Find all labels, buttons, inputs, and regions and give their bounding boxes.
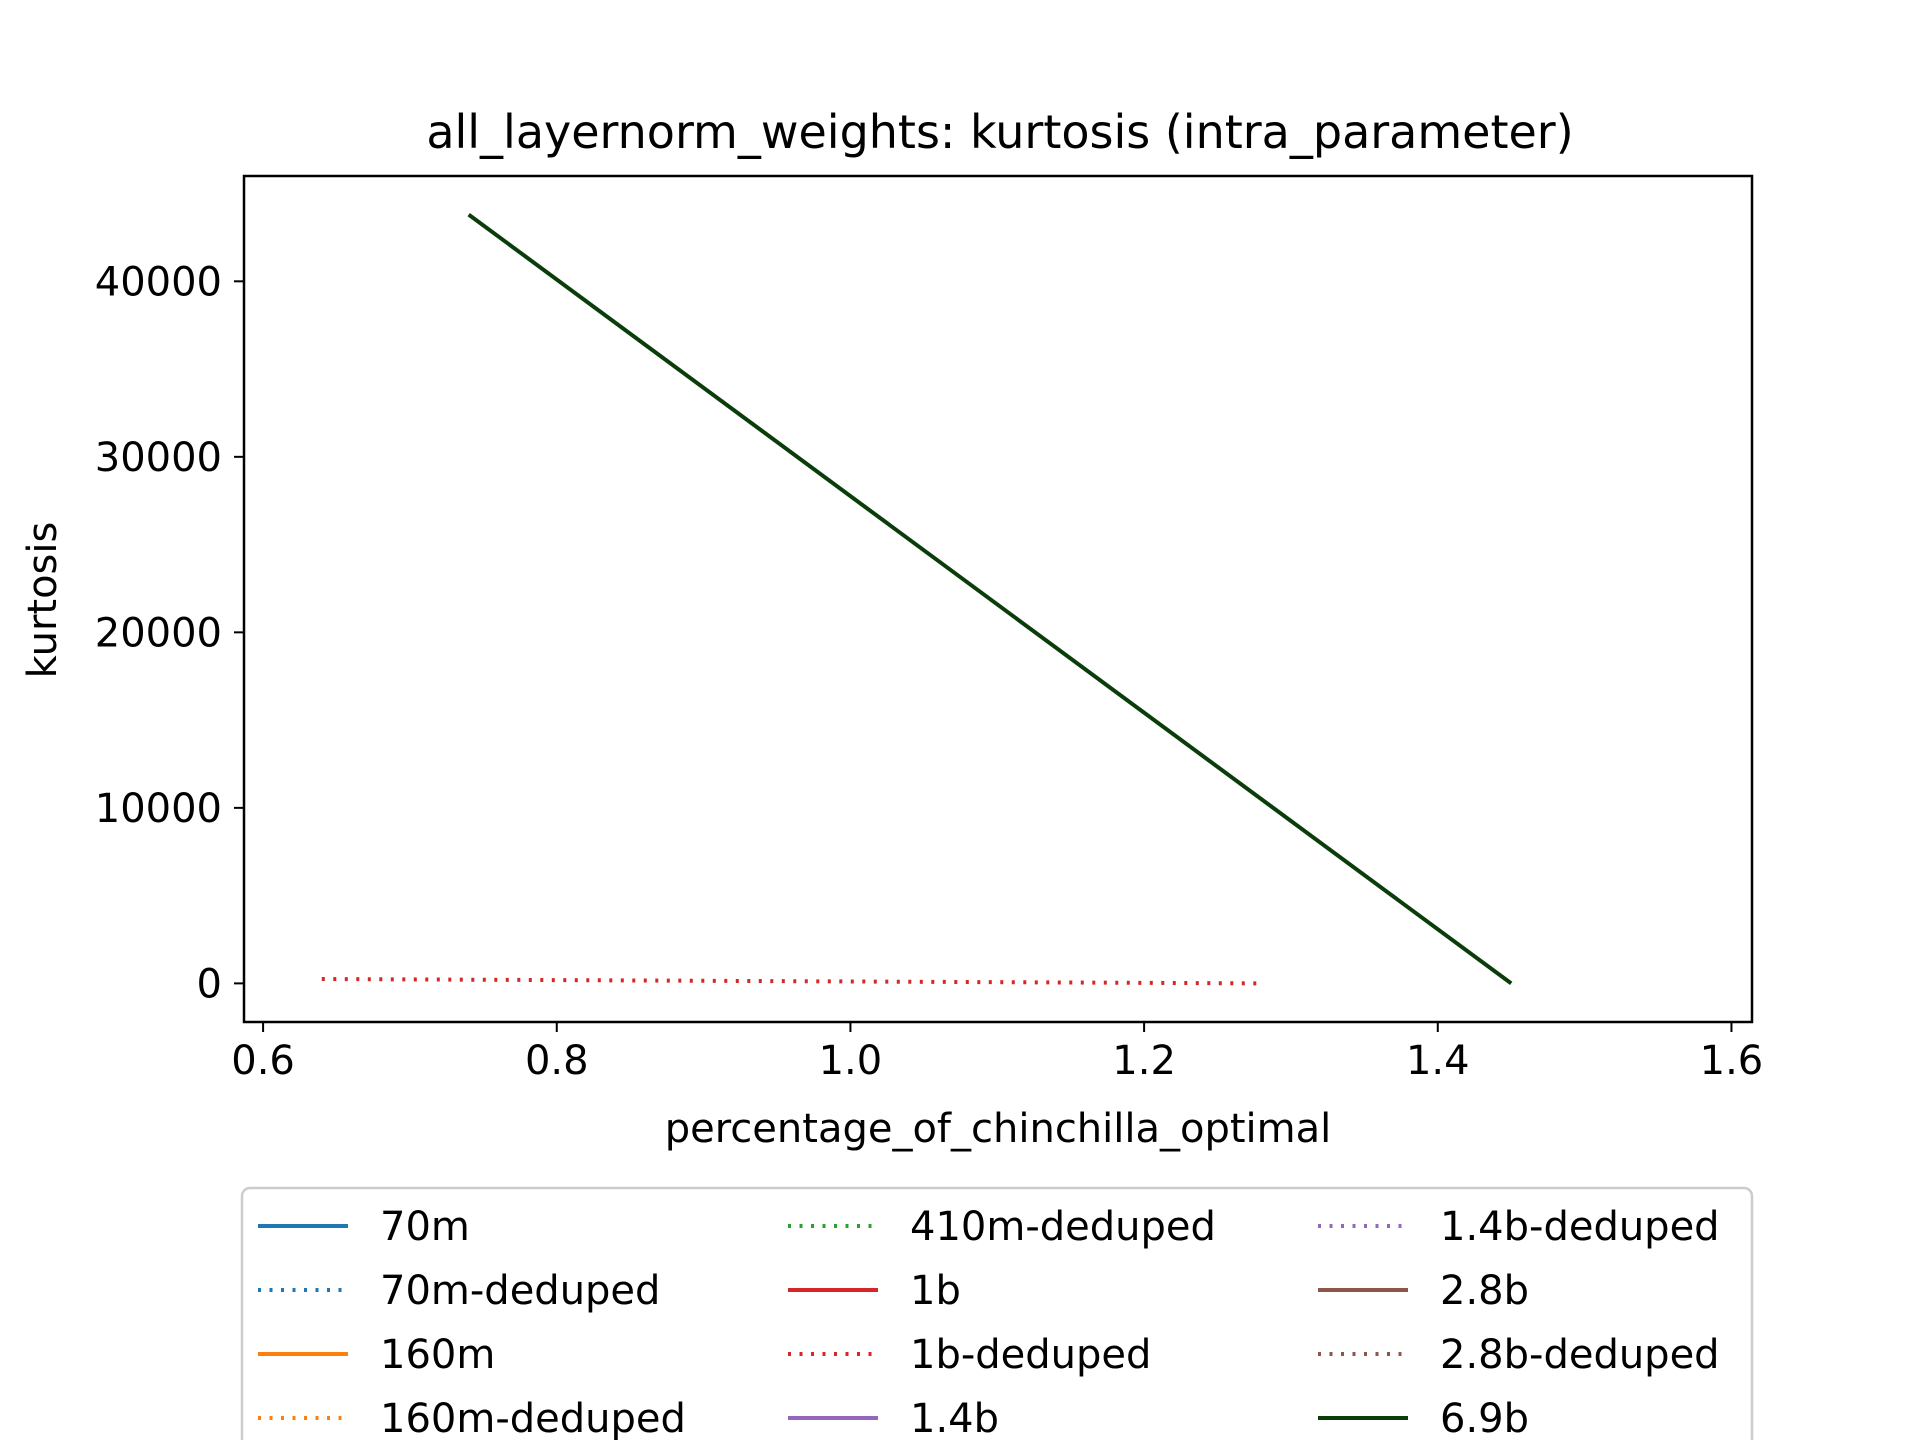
y-tick-label: 30000 [95, 435, 222, 481]
legend-label: 410m-deduped [910, 1204, 1216, 1250]
legend-box [240, 1186, 1754, 1440]
chart-title: all_layernorm_weights: kurtosis (intra_p… [426, 105, 1573, 159]
legend-label: 160m-deduped [380, 1396, 686, 1440]
x-tick-label: 1.4 [1406, 1038, 1470, 1084]
legend-label: 1b-deduped [910, 1332, 1151, 1378]
plot-frame [242, 174, 1754, 1024]
x-tick-label: 1.0 [819, 1038, 883, 1084]
y-tick-label: 20000 [95, 610, 222, 656]
y-axis-label: kurtosis [20, 522, 66, 679]
legend-label: 160m [380, 1332, 495, 1378]
series-layer [321, 212, 1513, 986]
series-line-11 [467, 212, 1513, 986]
x-tick-label: 0.6 [231, 1038, 295, 1084]
legend-label: 2.8b-deduped [1440, 1332, 1720, 1378]
legend-label: 70m [380, 1204, 470, 1250]
y-tick-label: 0 [197, 961, 222, 1007]
x-axis-ticks: 0.6 0.8 1.0 1.2 1.4 1.6 [231, 1022, 1763, 1084]
x-tick-label: 0.8 [525, 1038, 589, 1084]
y-tick-label: 40000 [95, 259, 222, 305]
legend-label: 2.8b [1440, 1268, 1529, 1314]
legend: 70m 70m-deduped 160m 160m-deduped 410m-dedup… [258, 1204, 1720, 1440]
legend-label: 1.4b [910, 1396, 999, 1440]
series-line-6 [321, 977, 1262, 986]
x-tick-label: 1.2 [1112, 1038, 1176, 1084]
legend-label: 70m-deduped [380, 1268, 660, 1314]
x-axis-label: percentage_of_chinchilla_optimal [665, 1106, 1332, 1152]
legend-label: 1.4b-deduped [1440, 1204, 1720, 1250]
y-axis-ticks: 0 10000 20000 30000 40000 [95, 259, 244, 1007]
x-tick-label: 1.6 [1700, 1038, 1764, 1084]
y-tick-label: 10000 [95, 786, 222, 832]
legend-label: 1b [910, 1268, 961, 1314]
legend-label: 6.9b [1440, 1396, 1529, 1440]
